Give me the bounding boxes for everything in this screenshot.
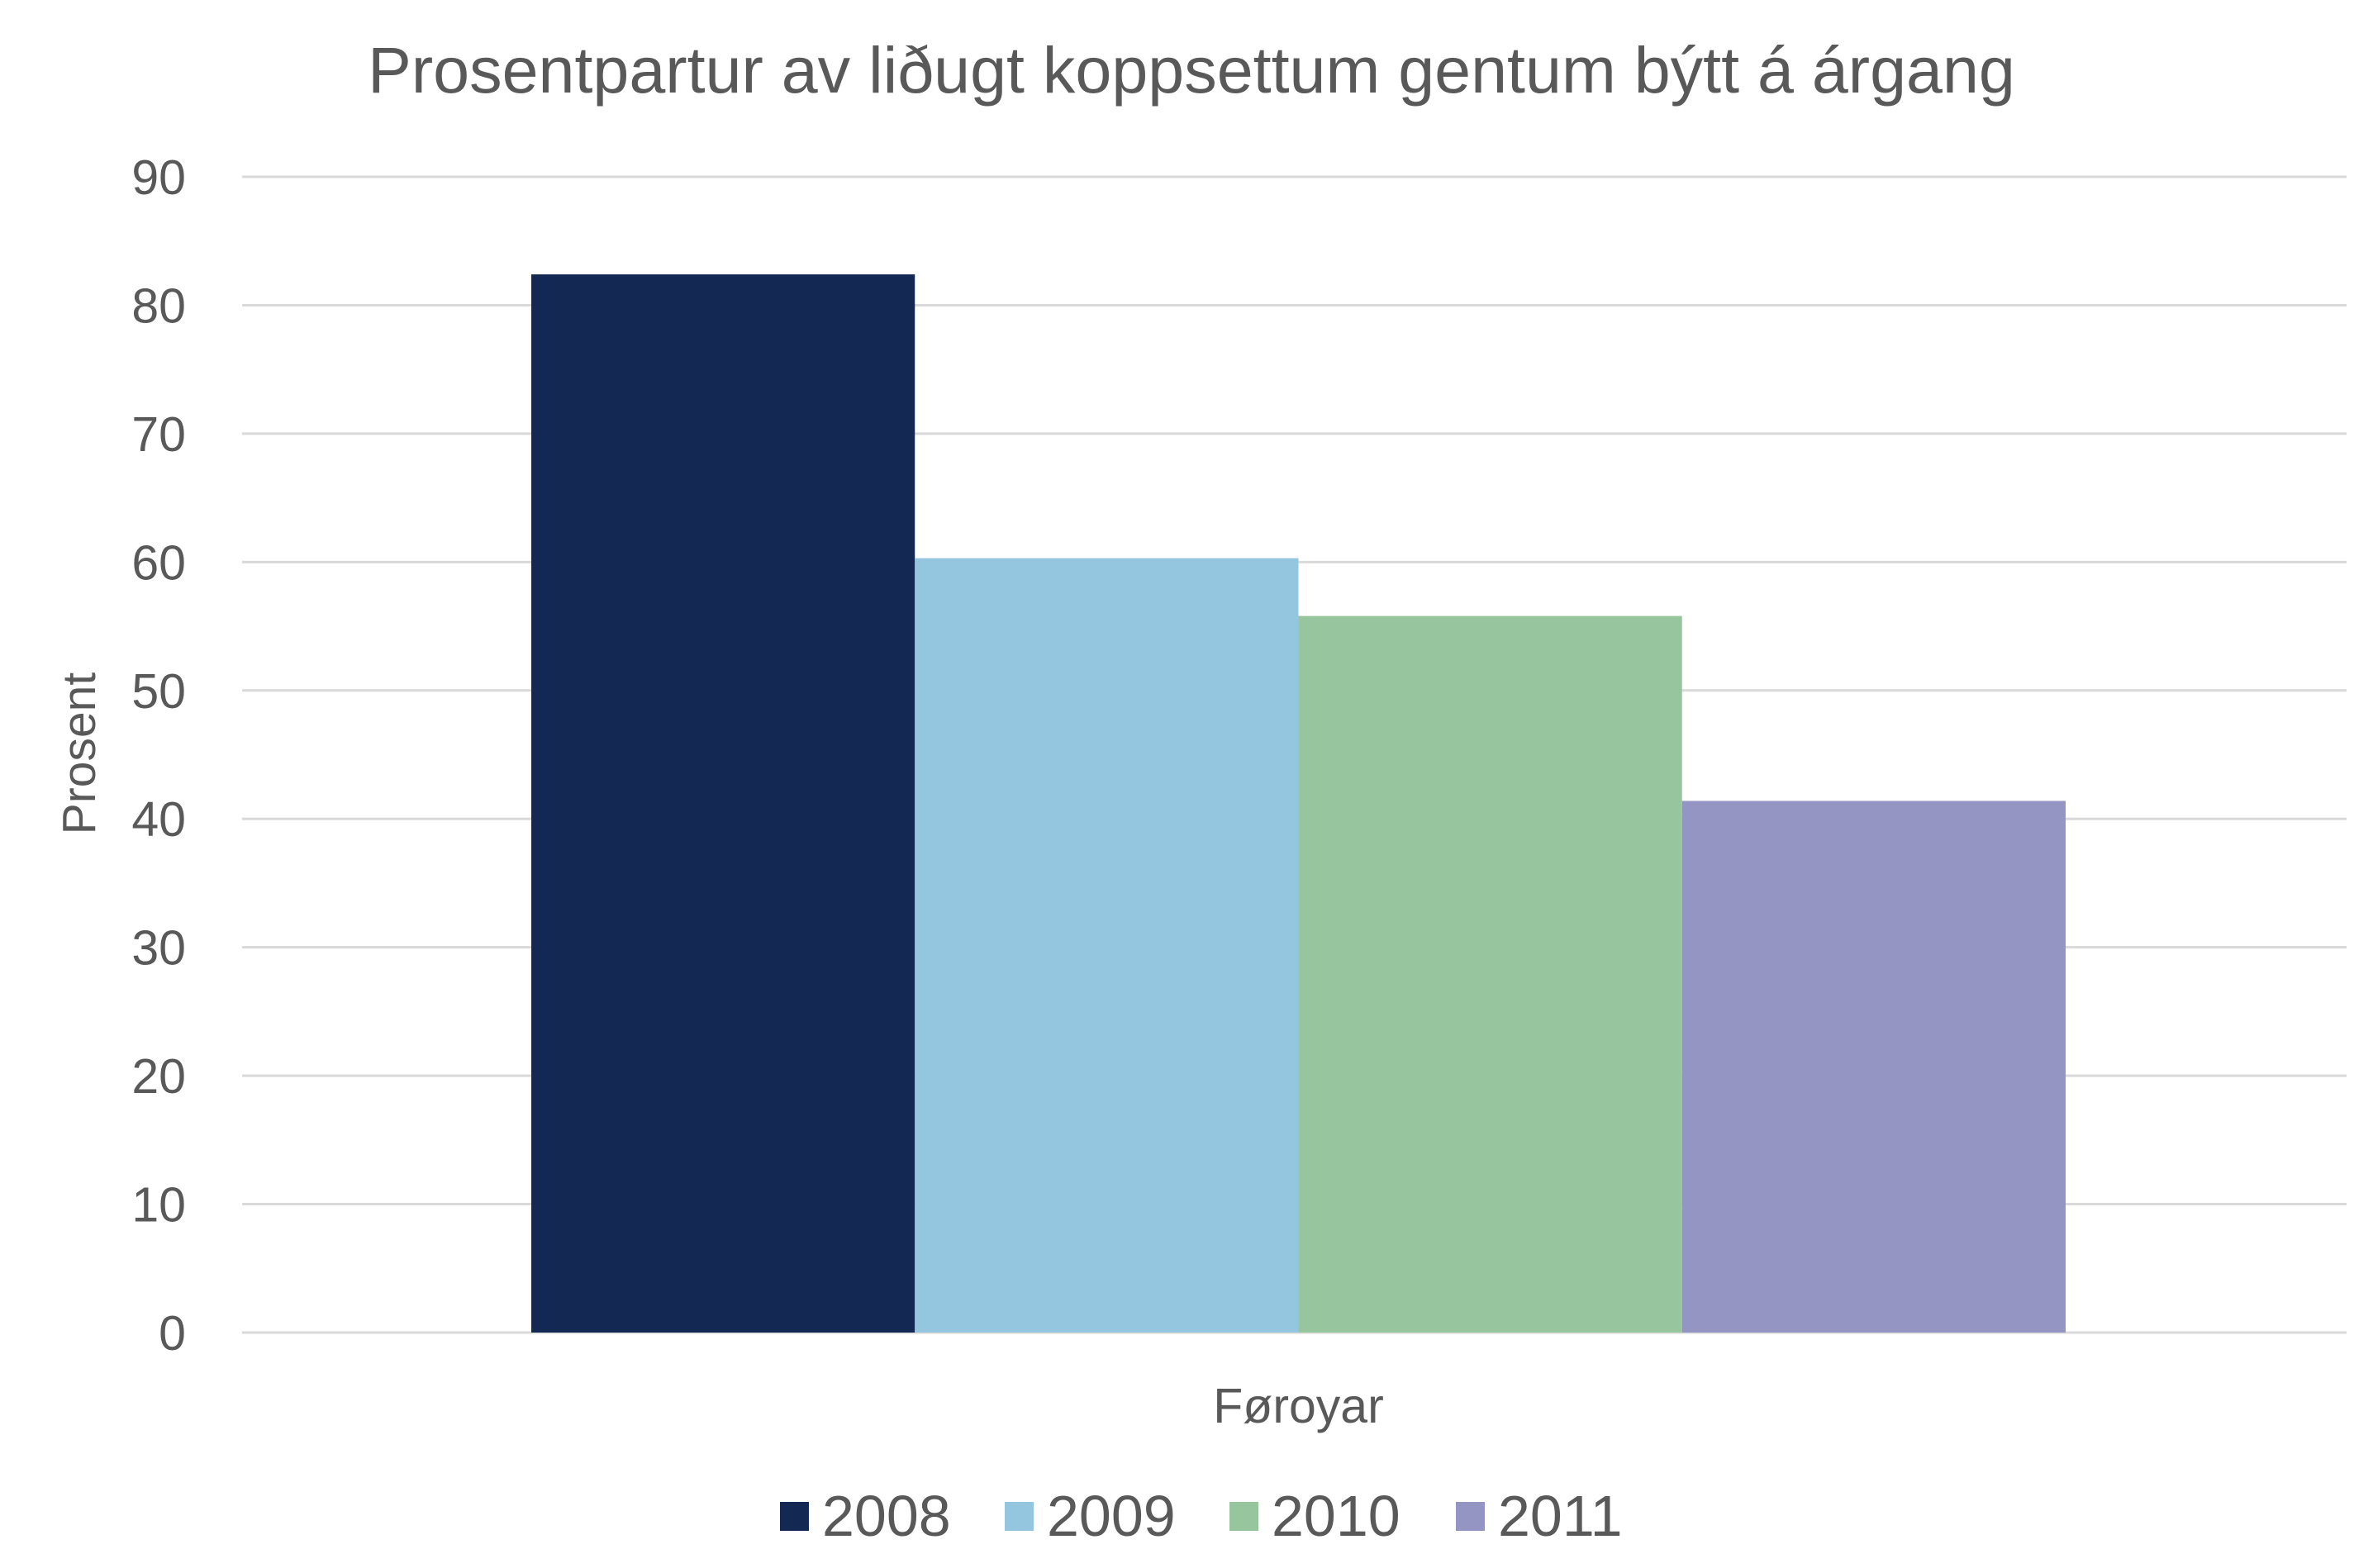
x-category-label: Føroyar [1213, 1379, 1384, 1433]
legend-swatch-2009 [1005, 1502, 1034, 1531]
legend-label-2008: 2008 [822, 1484, 951, 1548]
y-axis-ticks: 0 10 20 30 40 50 60 70 80 90 [131, 150, 186, 1361]
y-tick-label: 40 [131, 792, 186, 847]
bars [531, 274, 2066, 1333]
x-axis-categories: Føroyar [1213, 1379, 1384, 1433]
y-tick-label: 50 [131, 664, 186, 719]
legend-swatch-2008 [780, 1502, 809, 1531]
y-tick-label: 30 [131, 921, 186, 976]
y-tick-label: 10 [131, 1178, 186, 1233]
legend-swatch-2011 [1456, 1502, 1485, 1531]
chart-title: Prosentpartur av liðugt koppsettum gentu… [368, 33, 2015, 107]
y-axis-label: Prosent [53, 672, 106, 835]
y-tick-label: 60 [131, 535, 186, 590]
bar-2008 [531, 274, 915, 1333]
y-tick-label: 80 [131, 278, 186, 333]
bar-2010 [1298, 615, 1682, 1333]
y-tick-label: 20 [131, 1049, 186, 1104]
y-tick-label: 90 [131, 150, 186, 205]
y-tick-label: 70 [131, 407, 186, 462]
legend-label-2009: 2009 [1047, 1484, 1176, 1548]
bar-2011 [1681, 801, 2066, 1333]
legend-swatch-2010 [1229, 1502, 1258, 1531]
legend: 2008 2009 2010 2011 [780, 1484, 1623, 1548]
bar-2009 [915, 558, 1299, 1333]
legend-label-2010: 2010 [1272, 1484, 1400, 1548]
y-tick-label: 0 [159, 1306, 186, 1361]
legend-label-2011: 2011 [1498, 1484, 1623, 1548]
